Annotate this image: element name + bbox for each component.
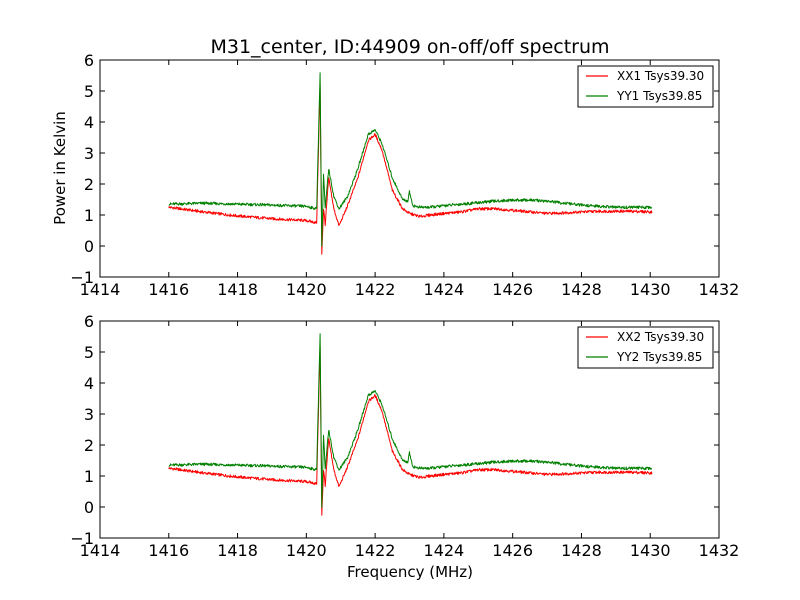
bottom-y-tick-label: 1: [84, 467, 94, 486]
bottom-legend-box: [577, 326, 714, 369]
bottom-y-tick-label: 6: [84, 312, 94, 331]
top-x-tick-label: 1414: [80, 280, 121, 299]
bottom-y-tick-label: 3: [84, 405, 94, 424]
bottom-x-tick-label: 1432: [699, 541, 740, 560]
top-ticks: 1414 1416 1418 1420 1422 1424 1426 1428 1430 1432…: [70, 51, 739, 299]
top-yy-series-line: [168, 72, 653, 247]
top-x-tick-label: 1428: [561, 280, 602, 299]
chart-title: M31_center, ID:44909 on-off/off spectrum: [210, 36, 609, 58]
x-axis-label: Frequency (MHz): [347, 563, 473, 581]
bottom-yy-series-line: [168, 333, 653, 508]
top-x-tick-label: 1426: [492, 280, 533, 299]
bottom-x-tick-label: 1424: [424, 541, 465, 560]
bottom-axes-frame: [99, 320, 720, 539]
bottom-x-tick-label: 1430: [630, 541, 671, 560]
bottom-y-tick-label: 2: [84, 436, 94, 455]
top-x-tick-label: 1416: [148, 280, 189, 299]
top-x-tick-label: 1432: [699, 280, 740, 299]
top-y-axis-label: Power in Kelvin: [51, 111, 69, 225]
top-plot-lines: [168, 72, 653, 255]
bottom-x-tick-label: 1420: [286, 541, 327, 560]
bottom-x-tick-label: 1426: [492, 541, 533, 560]
top-y-tick-label: 1: [84, 206, 94, 225]
top-x-tick-label: 1418: [217, 280, 258, 299]
bottom-legend-yy-label: YY2 Tsys39.85: [616, 350, 702, 364]
bottom-x-tick-label: 1414: [80, 541, 121, 560]
top-legend: XX1 Tsys39.30 YY1 Tsys39.85: [577, 65, 714, 108]
top-legend-box: [577, 65, 714, 108]
top-x-tick-label: 1422: [355, 280, 396, 299]
bottom-plot-lines: [168, 333, 653, 516]
top-x-tick-label: 1420: [286, 280, 327, 299]
bottom-y-tick-label: 5: [84, 343, 94, 362]
top-y-tick-label: 6: [84, 51, 94, 70]
top-y-tick-label: −1: [70, 268, 94, 287]
top-x-tick-label: 1424: [424, 280, 465, 299]
bottom-y-tick-label: 4: [84, 374, 94, 393]
top-x-tick-label: 1430: [630, 280, 671, 299]
bottom-ticks: 1414 1416 1418 1420 1422 1424 1426 1428 1430 1432…: [70, 312, 739, 560]
bottom-y-tick-label: 0: [84, 498, 94, 517]
bottom-legend: XX2 Tsys39.30 YY2 Tsys39.85: [577, 326, 714, 369]
top-y-tick-label: 5: [84, 82, 94, 101]
bottom-x-tick-label: 1416: [148, 541, 189, 560]
bottom-panel: 1414 1416 1418 1420 1422 1424 1426 1428 1430 1432…: [70, 312, 739, 581]
top-panel: 1414 1416 1418 1420 1422 1424 1426 1428 1430 1432…: [51, 51, 739, 299]
top-y-tick-label: 3: [84, 144, 94, 163]
bottom-x-tick-label: 1418: [217, 541, 258, 560]
bottom-xx-series-line: [168, 345, 653, 516]
top-legend-yy-label: YY1 Tsys39.85: [616, 89, 702, 103]
top-axes-frame: [99, 59, 720, 278]
bottom-legend-xx-label: XX2 Tsys39.30: [617, 330, 704, 344]
top-y-tick-label: 0: [84, 237, 94, 256]
top-y-tick-label: 2: [84, 175, 94, 194]
bottom-x-tick-label: 1428: [561, 541, 602, 560]
top-y-tick-label: 4: [84, 113, 94, 132]
bottom-y-tick-label: −1: [70, 529, 94, 548]
bottom-x-tick-label: 1422: [355, 541, 396, 560]
top-xx-series-line: [168, 84, 653, 255]
top-legend-xx-label: XX1 Tsys39.30: [617, 69, 704, 83]
